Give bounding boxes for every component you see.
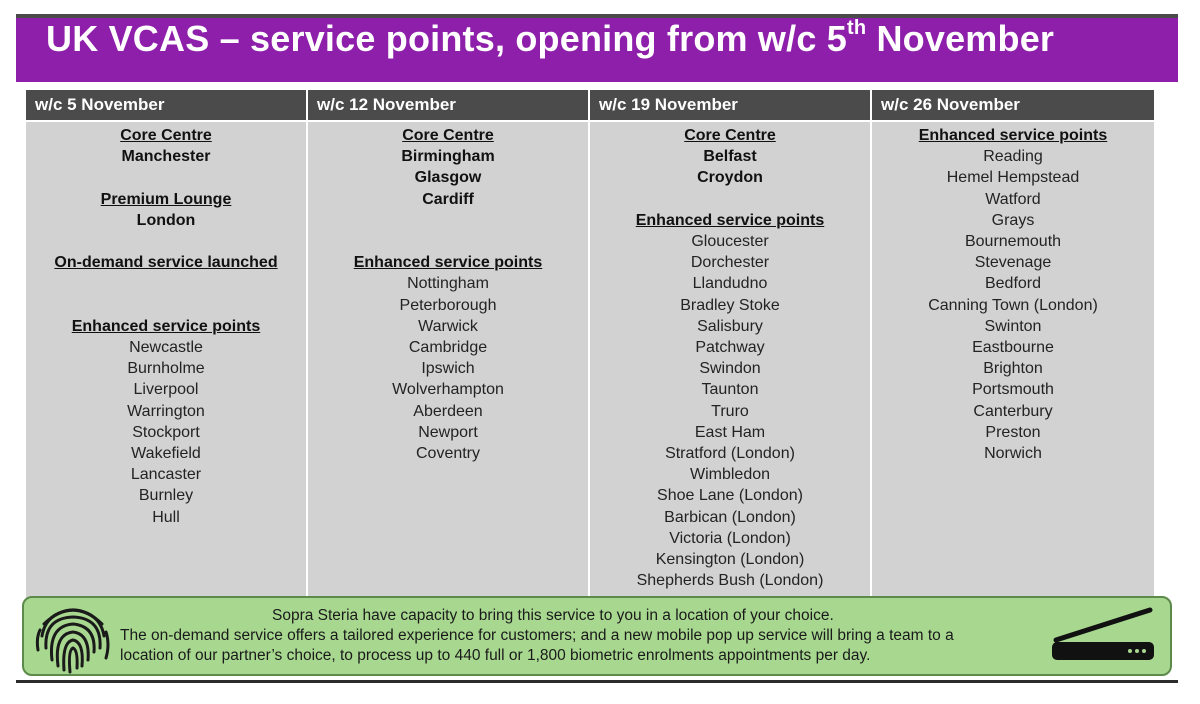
list-item: Taunton [701,381,759,399]
footer-line-3: location of our partner’s choice, to pro… [120,647,871,664]
column-header: w/c 12 November [308,90,588,122]
section-heading-enhanced: Enhanced service points [918,127,1108,144]
list-item: Patchway [695,339,765,357]
column-wc-26-november: w/c 26 November Enhanced service points … [872,90,1154,598]
title-end: November [866,18,1055,59]
bottom-divider [16,680,1178,683]
list-item: Brighton [983,360,1043,378]
scanner-icon [1052,607,1154,660]
list-item: Gloucester [691,233,769,250]
list-item: Swinton [984,317,1042,335]
section-heading-core-centre: Core Centre [120,127,212,144]
list-item: Llandudno [692,275,768,293]
list-item: Newcastle [129,338,203,356]
column-header: w/c 5 November [26,90,306,122]
list-item: Norwich [984,445,1042,463]
page-title: UK VCAS – service points, opening from w… [46,18,1054,60]
section-heading-on-demand: On-demand service launched [54,254,278,272]
core-centre-item: Manchester [121,148,211,166]
list-item: Victoria (London) [669,529,791,547]
column-header: w/c 26 November [872,90,1154,122]
column-wc-19-november: w/c 19 November Core Centre Belfast Croy… [590,90,872,598]
list-item: Shoe Lane (London) [657,487,803,505]
core-centre-item: Birmingham [401,148,495,166]
core-centre-item: Cardiff [422,190,474,208]
section-heading-enhanced: Enhanced service points [71,317,261,335]
list-item: Eastbourne [972,339,1054,357]
list-item: Canterbury [973,402,1053,420]
column-body: Enhanced service points Reading Hemel He… [872,122,1154,598]
title-bar: UK VCAS – service points, opening from w… [16,14,1178,82]
list-item: Warwick [418,317,478,335]
footer-text: Sopra Steria have capacity to bring this… [120,606,1040,666]
column-wc-5-november: w/c 5 November Core Centre Manchester Pr… [26,90,308,598]
list-item: Barbican (London) [664,508,796,526]
list-item: Reading [983,148,1043,166]
list-item: Bournemouth [964,233,1062,251]
list-item: Dorchester [690,254,770,272]
list-item: Kensington (London) [655,551,805,569]
list-item: Watford [985,190,1041,208]
slide: UK VCAS – service points, opening from w… [16,14,1178,684]
list-item: Liverpool [133,381,199,399]
column-wc-12-november: w/c 12 November Core Centre Birmingham G… [308,90,590,598]
list-item: Shepherds Bush (London) [636,572,824,590]
list-item: Bradley Stoke [680,296,780,314]
premium-lounge-item: London [136,211,196,229]
list-item: Stevenage [974,254,1052,272]
footer-banner: Sopra Steria have capacity to bring this… [22,596,1172,676]
list-item: Ipswich [421,360,475,378]
list-item: Burnholme [127,360,205,378]
title-main: UK VCAS – service points, opening from w… [46,18,847,59]
list-item: Hull [152,508,180,526]
section-heading-core-centre: Core Centre [684,127,776,144]
column-body: Core Centre Manchester Premium Lounge Lo… [26,122,306,598]
core-centre-item: Belfast [703,148,757,166]
list-item: Peterborough [399,296,497,314]
list-item: East Ham [694,423,766,441]
list-item: Stratford (London) [665,445,795,463]
section-heading-core-centre: Core Centre [402,127,494,144]
list-item: Bedford [984,275,1042,293]
section-heading-enhanced: Enhanced service points [635,211,825,229]
section-heading-premium-lounge: Premium Lounge [100,190,232,208]
list-item: Truro [711,402,749,420]
title-superscript: th [846,17,867,39]
list-item: Grays [991,211,1035,229]
list-item: Salisbury [697,317,763,335]
schedule-table: w/c 5 November Core Centre Manchester Pr… [26,90,1154,598]
list-item: Wakefield [131,445,201,462]
list-item: Swindon [699,360,761,378]
section-heading-enhanced: Enhanced service points [353,254,543,272]
column-body: Core Centre Belfast Croydon Enhanced ser… [590,122,870,598]
list-item: Wimbledon [689,466,771,484]
core-centre-item: Croydon [697,169,763,187]
list-item: Warrington [127,402,205,420]
footer-line-1: Sopra Steria have capacity to bring this… [272,607,834,624]
fingerprint-icon [35,608,110,674]
footer-line-2: The on-demand service offers a tailored … [120,627,954,644]
list-item: Hemel Hempstead [946,169,1080,187]
list-item: Preston [985,423,1041,441]
column-header: w/c 19 November [590,90,870,122]
list-item: Stockport [132,423,200,441]
list-item: Coventry [415,445,481,463]
core-centre-item: Glasgow [414,169,482,187]
list-item: Wolverhampton [392,381,504,399]
list-item: Burnley [138,487,194,505]
list-item: Canning Town (London) [928,296,1098,314]
column-body: Core Centre Birmingham Glasgow Cardiff E… [308,122,588,598]
list-item: Portsmouth [972,381,1054,399]
list-item: Cambridge [408,339,488,357]
list-item: Nottingham [407,275,489,293]
list-item: Lancaster [130,466,202,484]
list-item: Newport [418,423,478,441]
list-item: Aberdeen [413,402,483,420]
